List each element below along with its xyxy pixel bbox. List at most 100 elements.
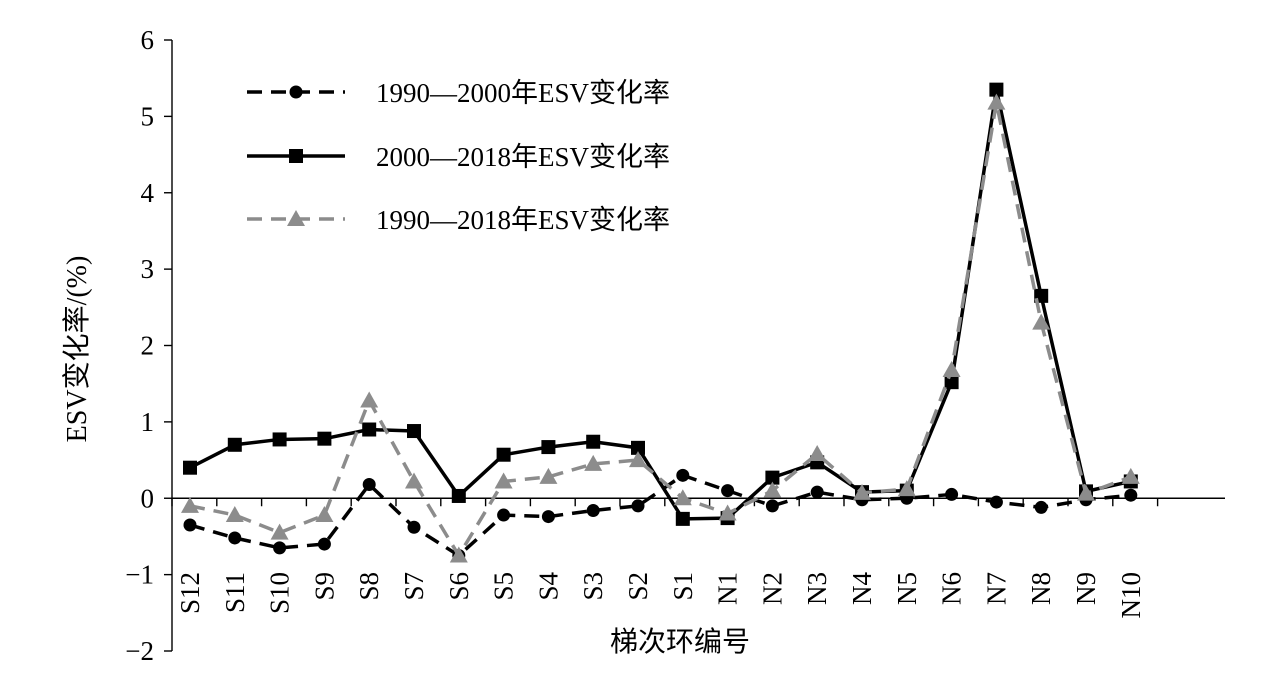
data-point: [181, 496, 199, 513]
y-tick-label: 3: [141, 254, 155, 284]
x-tick-label: N6: [937, 572, 967, 605]
data-point: [989, 495, 1003, 509]
data-point: [631, 499, 645, 513]
data-point: [586, 503, 600, 517]
data-point: [315, 506, 334, 523]
x-tick-label: S1: [668, 572, 698, 601]
series-1990-2018: [181, 93, 1140, 563]
data-point: [676, 468, 690, 482]
x-axis-ticks: S12 S11 S10 S9 S8 S7 S6 S5 S4 S3 S2 S1 N1 N2 N3 N4 N5 N6 N…: [171, 498, 1159, 619]
x-tick-label: N2: [757, 572, 787, 605]
x-tick-label: N9: [1071, 572, 1101, 605]
legend-marker: [287, 210, 305, 226]
data-point: [1032, 313, 1051, 330]
data-point: [763, 481, 782, 498]
data-point: [270, 523, 289, 540]
y-tick-label: 4: [141, 178, 155, 208]
y-tick-label: −1: [125, 560, 154, 590]
series-layer: [181, 82, 1140, 563]
data-point: [407, 520, 421, 534]
data-point: [810, 485, 824, 499]
x-tick-label: S12: [175, 572, 205, 614]
data-point: [586, 434, 601, 449]
series-line: [189, 473, 1131, 558]
data-point: [945, 487, 959, 501]
data-point: [675, 511, 690, 526]
x-tick-label: N1: [713, 572, 743, 605]
x-tick-label: S10: [265, 572, 295, 614]
data-point: [228, 531, 242, 545]
y-tick-label: −2: [125, 636, 154, 666]
y-axis-title: ESV变化率/(%): [61, 256, 93, 443]
y-tick-label: 6: [141, 25, 155, 55]
data-point: [496, 447, 511, 462]
data-point: [183, 460, 197, 475]
data-point: [853, 483, 871, 500]
x-axis-title: 梯次环编号: [610, 626, 750, 658]
data-point: [405, 472, 423, 489]
x-tick-label: S5: [489, 572, 519, 601]
y-tick-label: 5: [141, 101, 155, 131]
x-tick-label: S8: [354, 572, 384, 601]
data-point: [539, 467, 558, 484]
x-tick-label: N7: [981, 572, 1011, 605]
data-point: [183, 518, 197, 532]
data-point: [1077, 484, 1095, 501]
x-tick-label: N10: [1116, 572, 1146, 619]
y-tick-label: 2: [141, 331, 155, 361]
x-tick-label: S7: [399, 572, 429, 601]
data-point: [765, 470, 780, 485]
data-point: [407, 424, 421, 439]
data-point: [987, 93, 1006, 110]
x-tick-label: N5: [892, 572, 922, 605]
x-tick-label: S4: [533, 572, 563, 601]
data-point: [631, 440, 645, 455]
legend-label: 1990—2018年ESV变化率: [376, 205, 670, 235]
data-point: [273, 541, 287, 555]
data-point: [362, 422, 377, 437]
axes: [171, 40, 1225, 651]
legend-item: 1990—2018年ESV变化率: [247, 205, 670, 235]
legend-label: 2000—2018年ESV变化率: [376, 142, 670, 172]
data-point: [808, 444, 827, 461]
series-2000-2018: [183, 82, 1138, 526]
data-point: [942, 360, 961, 377]
data-point: [227, 437, 242, 452]
data-point: [584, 454, 603, 471]
data-point: [629, 451, 647, 468]
data-point: [317, 537, 331, 551]
legend-marker: [289, 85, 303, 99]
y-axis-ticks: 6 5 4 3 2 1 0 −1 −2: [125, 25, 172, 666]
data-point: [1034, 500, 1048, 514]
legend-label: 1990—2000年ESV变化率: [376, 78, 670, 108]
data-point: [897, 480, 916, 497]
legend: 1990—2000年ESV变化率 2000—2018年ESV变化率 1990—201…: [247, 78, 670, 235]
data-point: [765, 499, 779, 513]
data-point: [494, 472, 513, 489]
x-tick-label: S11: [220, 572, 250, 613]
legend-marker: [289, 149, 303, 163]
data-point: [225, 506, 244, 523]
data-point: [360, 391, 379, 408]
data-point: [497, 508, 511, 522]
x-tick-label: N4: [847, 572, 877, 605]
series-1990-2000: [183, 468, 1138, 563]
x-tick-label: S3: [578, 572, 608, 601]
data-point: [1121, 467, 1140, 484]
data-point: [451, 488, 466, 503]
data-point: [1124, 488, 1138, 502]
x-tick-label: S2: [623, 572, 653, 601]
data-point: [272, 432, 287, 447]
data-point: [673, 489, 692, 506]
series-line: [189, 100, 1132, 558]
y-tick-label: 1: [141, 407, 155, 437]
x-tick-label: S9: [309, 572, 339, 601]
data-point: [989, 82, 1004, 97]
data-point: [944, 375, 959, 390]
data-point: [449, 546, 468, 563]
data-point: [541, 440, 556, 455]
legend-item: 2000—2018年ESV变化率: [247, 142, 670, 172]
legend-item: 1990—2000年ESV变化率: [247, 78, 670, 108]
data-point: [362, 478, 376, 492]
